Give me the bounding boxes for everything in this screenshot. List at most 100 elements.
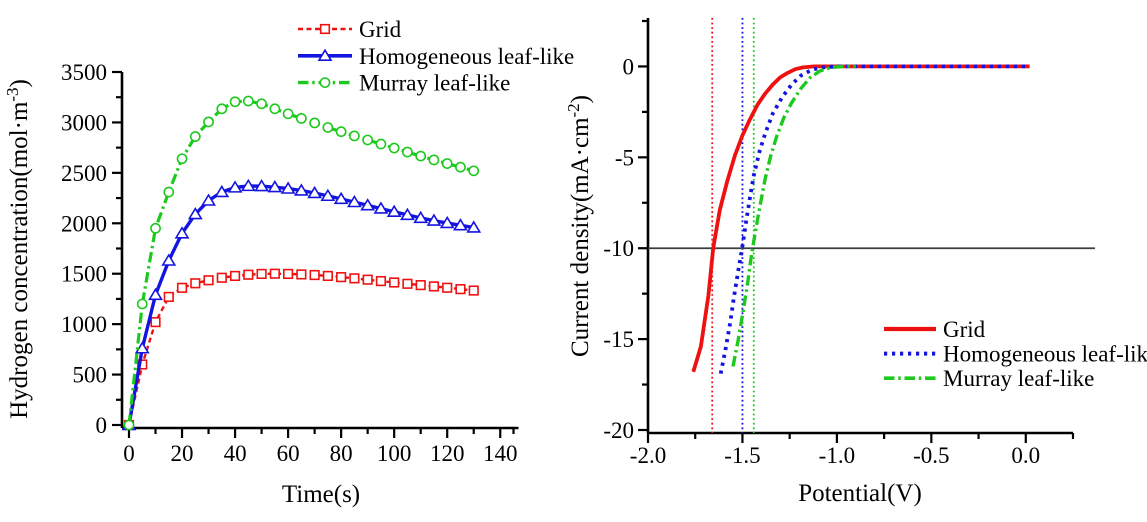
circle-marker: [282, 108, 294, 120]
circle-marker: [388, 142, 400, 154]
triangle-marker: [293, 183, 309, 196]
circle-marker: [256, 98, 267, 110]
y-tick-label: 2500: [61, 161, 107, 186]
circle-marker: [428, 154, 440, 166]
circle-marker: [455, 161, 466, 173]
circle-marker: [319, 77, 331, 88]
triangle-marker: [317, 48, 333, 62]
triangle-marker: [174, 226, 190, 239]
circle-marker: [216, 103, 228, 115]
square-marker: [243, 269, 254, 280]
series-markers-grid: [123, 268, 479, 431]
circle-marker: [322, 122, 334, 133]
square-marker: [375, 275, 387, 287]
square-marker: [150, 317, 161, 328]
legend-item-murray-leaf-like: Murray leaf-like: [298, 71, 510, 96]
triangle-marker: [134, 341, 150, 354]
triangle-marker: [400, 207, 415, 221]
y-axis-title: Hydrogen concentration(mol·m-3): [3, 79, 33, 419]
square-marker: [163, 291, 174, 303]
square-marker: [203, 275, 214, 286]
triangle-marker: [320, 188, 336, 202]
y-tick-label: 3000: [61, 110, 107, 135]
x-tick-label: -1.5: [724, 443, 760, 468]
y-tick-label: -15: [603, 327, 634, 352]
triangle-marker: [254, 179, 269, 192]
x-tick-label: 20: [171, 441, 194, 466]
triangle-marker: [360, 198, 376, 211]
x-tick-label: 100: [377, 441, 412, 466]
x-tick-label: 120: [430, 441, 465, 466]
square-marker: [389, 277, 400, 288]
circle-marker: [123, 419, 135, 431]
x-tick-label: 0: [123, 441, 135, 466]
y-tick-label: -20: [603, 418, 634, 443]
x-tick-label: -2.0: [630, 443, 666, 468]
y-tick-label: 3500: [61, 60, 107, 85]
square-marker: [296, 269, 307, 280]
square-marker: [309, 269, 320, 281]
y-tick-label: 0: [96, 413, 108, 438]
hydrogen-concentration-chart: 0 20 40 60 80 100 120 140 0 500 1000 1500 2000 2500 30…: [3, 17, 574, 508]
x-tick-label: 0.0: [1011, 443, 1040, 468]
tick-labels: -2.0 -1.5 -1.0 -0.5 0.0 0 -5 -10 -15 -20: [603, 54, 1040, 468]
circle-marker: [203, 116, 214, 128]
legend-label-grid: Grid: [943, 317, 986, 342]
axes: [646, 18, 1073, 435]
legend-item-homogeneous-leaf-like: Homogeneous leaf-like: [884, 342, 1147, 367]
series-line-murray-leaf-like: [731, 64, 856, 367]
triangle-marker: [426, 213, 442, 226]
square-marker: [216, 272, 227, 283]
triangle-marker: [161, 253, 177, 266]
legend-item-homogeneous-leaf-like: Homogeneous leaf-like: [298, 44, 574, 69]
circle-marker: [309, 117, 321, 129]
legend-label-homogeneous-leaf-like: Homogeneous leaf-like: [943, 342, 1147, 367]
square-marker: [428, 281, 440, 292]
series-line-homogeneous-leaf-like: [718, 64, 1030, 374]
square-marker: [283, 268, 294, 280]
series-line-grid: [691, 64, 1030, 373]
square-marker: [256, 268, 267, 280]
legend-item-grid: Grid: [884, 317, 986, 342]
series-line-grid: [127, 272, 474, 426]
y-tick-label: 1000: [61, 312, 107, 337]
triangle-marker: [466, 220, 482, 233]
x-tick-label: 140: [483, 441, 518, 466]
y-tick-label: 500: [73, 363, 108, 388]
legend-item-grid: Grid: [298, 17, 402, 42]
legend-label-grid: Grid: [359, 17, 402, 42]
legend-item-murray-leaf-like: Murray leaf-like: [884, 366, 1094, 391]
triangle-marker: [240, 178, 256, 192]
circle-marker: [335, 126, 347, 138]
y-tick-label: 2000: [61, 211, 107, 236]
square-marker: [349, 273, 360, 284]
triangle-marker: [413, 210, 429, 224]
triangle-marker: [346, 194, 362, 208]
triangle-marker: [386, 204, 402, 217]
y-tick-label: 1500: [61, 262, 107, 287]
square-marker: [402, 278, 413, 289]
square-marker: [362, 274, 373, 285]
square-marker: [176, 282, 188, 293]
circle-marker: [468, 165, 480, 177]
triangle-marker: [439, 215, 455, 229]
circle-marker: [176, 153, 188, 165]
x-tick-label: 40: [224, 441, 247, 466]
square-marker: [190, 278, 201, 289]
triangle-marker: [267, 180, 283, 193]
ticks: [638, 19, 1075, 443]
reference-lines: [648, 18, 1095, 433]
square-marker: [468, 285, 479, 296]
y-tick-label: -10: [603, 236, 634, 261]
square-marker: [229, 270, 241, 282]
circle-marker: [163, 186, 175, 198]
triangle-marker: [280, 181, 296, 194]
x-axis-title: Time(s): [282, 481, 360, 508]
triangle-marker: [373, 201, 389, 214]
tick-labels: 0 20 40 60 80 100 120 140 0 500 1000 1500 2000 2500 30…: [61, 60, 517, 466]
y-axis-title: Current density(mA·cm-2): [564, 95, 594, 357]
